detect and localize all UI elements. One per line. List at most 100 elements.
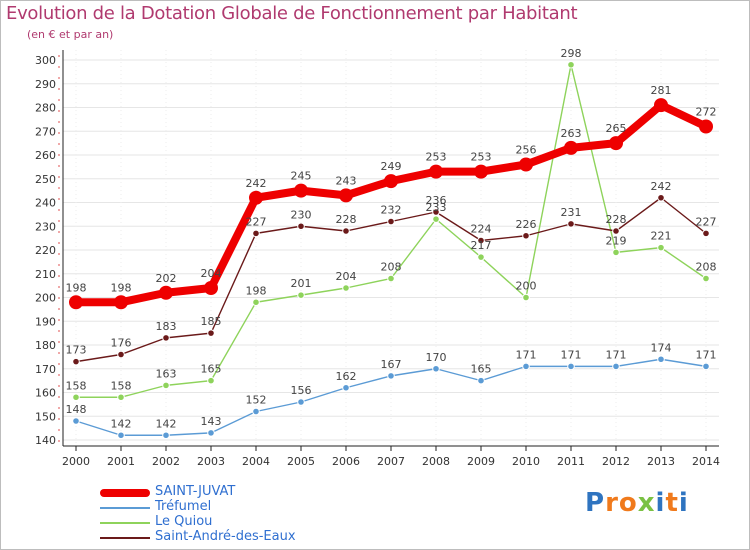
x-tick-label: 2013 [647,455,675,468]
data-label-saint-andre-des-eaux: 230 [291,208,312,221]
point-le-quiou [657,243,665,252]
data-label-trefumel: 171 [696,348,717,361]
data-label-trefumel: 171 [516,348,537,361]
point-saint-andre-des-eaux [702,229,710,238]
data-label-trefumel: 174 [651,341,672,354]
logo-letter: r [605,488,619,518]
x-tick-label: 2012 [602,455,630,468]
y-tick-label: 160 [35,387,56,400]
x-tick-label: 2009 [467,455,495,468]
chart-subtitle: (en € et par an) [27,28,114,41]
data-label-le-quiou: 158 [66,379,87,392]
y-tick-label: 220 [35,244,56,257]
data-label-le-quiou: 219 [606,234,627,247]
data-label-trefumel: 165 [471,363,492,376]
legend-swatch [100,537,150,539]
logo-letter: P [585,488,606,518]
data-label-le-quiou: 198 [246,284,267,297]
plot-area [63,50,719,446]
data-label-saint-andre-des-eaux: 231 [561,206,582,219]
point-saint-juvat [519,157,533,172]
y-tick-label: 290 [35,78,56,91]
data-label-saint-juvat: 253 [426,151,447,164]
data-label-le-quiou: 204 [336,270,357,283]
data-label-le-quiou: 200 [516,280,537,293]
point-trefumel [252,407,260,416]
x-tick-label: 2004 [242,455,270,468]
data-label-trefumel: 142 [111,417,132,430]
data-label-trefumel: 170 [426,351,447,364]
y-tick-label: 280 [35,102,56,115]
y-tick-label: 300 [35,54,56,67]
y-tick-label: 150 [35,410,56,423]
point-trefumel [522,362,530,371]
data-label-le-quiou: 163 [156,367,177,380]
y-tick-label: 230 [35,220,56,233]
data-label-le-quiou: 217 [471,239,492,252]
point-le-quiou [432,215,440,223]
point-saint-andre-des-eaux [657,193,665,202]
data-label-le-quiou: 221 [651,230,672,243]
point-saint-juvat [249,190,263,205]
data-label-saint-andre-des-eaux: 185 [201,315,222,328]
y-tick-label: 190 [35,315,56,328]
logo-letter: o [618,488,638,518]
x-tick-label: 2014 [692,455,720,468]
point-saint-andre-des-eaux [207,329,215,337]
data-label-le-quiou: 208 [381,261,402,274]
legend-swatch [100,522,150,524]
data-label-trefumel: 171 [561,348,582,361]
point-saint-andre-des-eaux [477,236,485,245]
x-tick-label: 2007 [377,455,405,468]
legend-label: SAINT-JUVAT [155,484,236,499]
point-saint-juvat [114,295,128,310]
point-saint-andre-des-eaux [567,220,575,228]
point-saint-juvat [159,285,173,300]
data-label-saint-andre-des-eaux: 224 [471,223,492,236]
x-tick-label: 2002 [152,455,180,468]
data-label-le-quiou: 158 [111,379,132,392]
point-le-quiou [162,381,170,390]
data-label-trefumel: 142 [156,417,177,430]
logo-letter: i [655,488,666,518]
point-trefumel [207,429,215,437]
x-tick-label: 2001 [107,455,135,468]
point-saint-juvat [429,164,443,179]
point-trefumel [702,362,710,371]
point-trefumel [657,355,665,364]
chart-title: Evolution de la Dotation Globale de Fonc… [6,3,578,24]
data-label-saint-andre-des-eaux: 183 [156,320,177,333]
point-saint-juvat [564,140,578,155]
point-trefumel [72,417,80,425]
y-tick-label: 250 [35,173,56,186]
legend-label: Le Quiou [155,514,213,529]
y-tick-label: 140 [35,434,56,447]
point-le-quiou [567,60,575,69]
legend-label: Tréfumel [155,499,212,514]
logo-letter: i [678,488,689,518]
legend-swatch [100,489,150,497]
data-label-saint-juvat: 256 [516,144,537,157]
data-label-saint-juvat: 272 [696,106,717,119]
point-saint-andre-des-eaux [297,222,305,231]
point-trefumel [117,431,125,440]
data-label-le-quiou: 165 [201,363,222,376]
data-label-le-quiou: 298 [561,47,582,60]
y-tick-label: 170 [35,363,56,376]
data-label-saint-juvat: 249 [381,160,402,173]
x-tick-label: 2011 [557,455,585,468]
data-label-saint-juvat: 263 [561,127,582,140]
point-trefumel [387,372,395,380]
point-saint-andre-des-eaux [72,357,80,366]
data-label-saint-juvat: 245 [291,170,312,183]
y-tick-label: 240 [35,197,56,210]
point-trefumel [432,364,440,373]
data-label-saint-juvat: 198 [111,281,132,294]
point-saint-juvat [699,119,713,134]
point-saint-juvat [294,183,308,198]
point-trefumel [162,431,170,440]
data-label-trefumel: 162 [336,370,357,383]
point-saint-juvat [69,295,83,310]
data-label-saint-andre-des-eaux: 227 [246,215,267,228]
data-label-le-quiou: 201 [291,277,312,290]
